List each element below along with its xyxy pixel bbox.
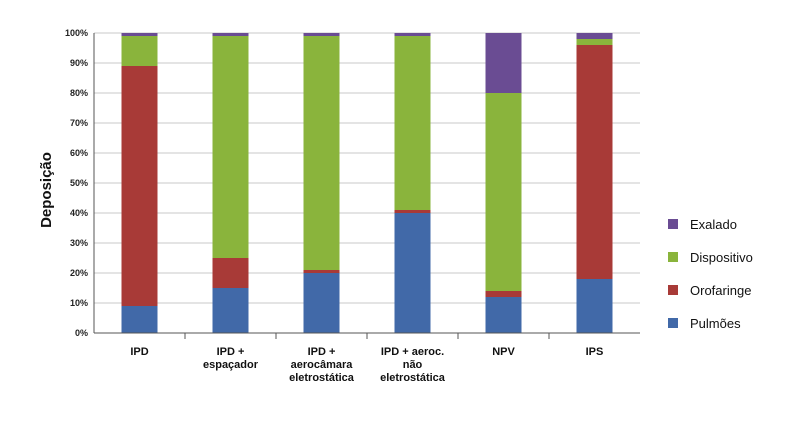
x-category-label: IPD + espaçador	[203, 346, 259, 371]
bar-segment-exalado	[303, 33, 340, 36]
x-category-label-line: eletrostática	[380, 372, 446, 384]
legend: Exalado Dispositivo Orofaringe Pulmões	[668, 217, 753, 331]
legend-label: Orofaringe	[690, 283, 751, 298]
x-category-label-line: aerocâmara	[291, 359, 354, 371]
bar-segment-dispositivo	[485, 93, 522, 291]
bar-segment-pulmões	[394, 213, 431, 333]
y-tick-label: 60%	[70, 148, 88, 158]
y-tick-label: 70%	[70, 118, 88, 128]
bar-segment-pulmões	[303, 273, 340, 333]
x-category-label-line: eletrostática	[289, 372, 355, 384]
bar-segment-orofaringe	[303, 270, 340, 273]
x-category-label: IPD	[130, 346, 148, 358]
y-tick-label: 40%	[70, 208, 88, 218]
y-tick-labels: 0% 10% 20% 30% 40% 50% 60% 70% 80% 90% 100%	[65, 28, 88, 338]
axes	[93, 33, 640, 339]
legend-swatch	[668, 219, 678, 229]
bar-segment-orofaringe	[576, 45, 613, 279]
y-tick-label: 50%	[70, 178, 88, 188]
y-tick-label: 100%	[65, 28, 88, 38]
bar-segment-pulmões	[121, 306, 158, 333]
bar-segment-orofaringe	[394, 210, 431, 213]
y-tick-label: 30%	[70, 238, 88, 248]
bar-segment-exalado	[485, 33, 522, 93]
legend-swatch	[668, 252, 678, 262]
bar-segment-dispositivo	[303, 36, 340, 270]
x-category-label: IPD + aerocâmara eletrostática	[289, 346, 355, 384]
x-category-label-line: IPD +	[308, 346, 336, 358]
x-category-label-line: IPD + aeroc.	[381, 346, 444, 358]
bar-segment-orofaringe	[121, 66, 158, 306]
bar-segment-dispositivo	[576, 39, 613, 45]
bar-segment-pulmões	[576, 279, 613, 333]
y-tick-label: 80%	[70, 88, 88, 98]
legend-label: Pulmões	[690, 316, 741, 331]
bar-segment-exalado	[576, 33, 613, 39]
bars	[121, 33, 613, 333]
y-tick-label: 10%	[70, 298, 88, 308]
legend-swatch	[668, 318, 678, 328]
y-tick-label: 20%	[70, 268, 88, 278]
x-category-label: IPS	[586, 346, 604, 358]
bar-segment-exalado	[394, 33, 431, 36]
x-category-label-line: IPS	[586, 346, 604, 358]
bar-segment-pulmões	[212, 288, 249, 333]
bar-segment-pulmões	[485, 297, 522, 333]
legend-label: Exalado	[690, 217, 737, 232]
x-category-label: IPD + aeroc. não eletrostática	[380, 346, 446, 384]
legend-swatch	[668, 285, 678, 295]
x-category-label-line: IPD	[130, 346, 148, 358]
bar-segment-dispositivo	[394, 36, 431, 210]
x-category-label-line: IPD +	[217, 346, 245, 358]
gridlines	[94, 32, 640, 334]
legend-label: Dispositivo	[690, 250, 753, 265]
bar-segment-dispositivo	[212, 36, 249, 258]
bar-segment-exalado	[121, 33, 158, 36]
y-tick-label: 90%	[70, 58, 88, 68]
x-category-label-line: espaçador	[203, 359, 259, 371]
bar-segment-orofaringe	[212, 258, 249, 288]
y-axis-title: Deposição	[38, 152, 55, 228]
bar-segment-exalado	[212, 33, 249, 36]
x-category-label: NPV	[492, 346, 515, 358]
y-tick-label: 0%	[75, 328, 88, 338]
x-category-label-line: NPV	[492, 346, 515, 358]
bar-segment-dispositivo	[121, 36, 158, 66]
x-category-label-line: não	[403, 359, 423, 371]
bar-segment-orofaringe	[485, 291, 522, 297]
